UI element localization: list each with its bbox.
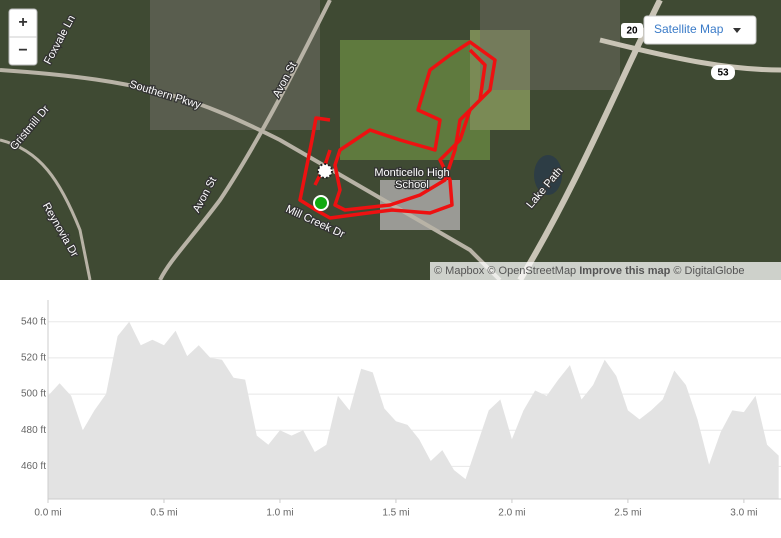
highway bbox=[599, 37, 781, 73]
map-label: Monticello High bbox=[374, 167, 449, 179]
attribution-text[interactable]: © OpenStreetMap bbox=[487, 265, 576, 277]
shield: 53 bbox=[711, 65, 735, 80]
zoom-out[interactable]: − bbox=[18, 42, 27, 59]
elevation-chart: 460 ft 480 ft 500 ft 520 ft 540 ft 0.0 mi 0.5 … bbox=[21, 300, 781, 519]
attribution-text[interactable]: © Mapbox bbox=[434, 265, 485, 277]
y-tick-label: 480 ft bbox=[21, 425, 46, 436]
road bbox=[158, 0, 332, 280]
map-label: School bbox=[395, 179, 429, 191]
attribution-bg bbox=[430, 262, 781, 280]
shield-label: 53 bbox=[717, 68, 729, 79]
x-tick-label: 2.0 mi bbox=[498, 508, 525, 519]
zoom-in[interactable]: + bbox=[18, 14, 27, 31]
x-tick-label: 1.5 mi bbox=[382, 508, 409, 519]
start-marker[interactable] bbox=[313, 195, 329, 211]
neighborhood bbox=[480, 0, 620, 90]
caret bbox=[733, 28, 741, 33]
x-tick-label: 2.5 mi bbox=[614, 508, 641, 519]
x-tick-label: 0.0 mi bbox=[34, 508, 61, 519]
y-tick-label: 540 ft bbox=[21, 316, 46, 327]
x-tick-label: 0.5 mi bbox=[150, 508, 177, 519]
y-tick-label: 460 ft bbox=[21, 461, 46, 472]
attribution: © Mapbox © OpenStreetMap Improve this ma… bbox=[434, 265, 744, 277]
road bbox=[0, 68, 502, 280]
road bbox=[0, 138, 92, 280]
attribution-text[interactable]: © DigitalGlobe bbox=[673, 265, 744, 277]
elevation-area bbox=[48, 321, 779, 499]
finish-marker[interactable] bbox=[317, 163, 333, 179]
shield-label: 20 bbox=[626, 26, 638, 37]
x-tick-label: 1.0 mi bbox=[266, 508, 293, 519]
y-tick-label: 500 ft bbox=[21, 389, 46, 400]
x-tick-label: 3.0 mi bbox=[730, 508, 757, 519]
layer-button-label[interactable]: Satellite Map bbox=[654, 22, 724, 36]
layer-button[interactable]: Satellite Map bbox=[643, 15, 757, 45]
shield: 20 bbox=[621, 23, 643, 38]
improve-link[interactable]: Improve this map bbox=[579, 265, 670, 277]
y-tick-label: 520 ft bbox=[21, 353, 46, 364]
pond bbox=[534, 155, 562, 195]
field bbox=[340, 40, 490, 160]
zoom-control: + − bbox=[8, 8, 38, 66]
neighborhood bbox=[150, 0, 320, 130]
